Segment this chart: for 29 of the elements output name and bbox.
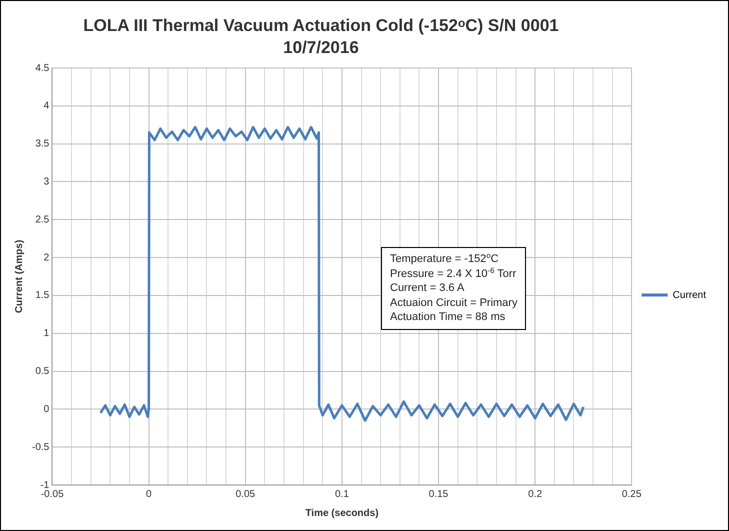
- y-axis-title: Current (Amps): [14, 240, 25, 314]
- annotation: Actuation Time = 88 ms: [390, 311, 506, 323]
- x-tick-label: 0.25: [622, 488, 642, 500]
- x-tick-label: -0.05: [40, 488, 64, 500]
- y-tick-label: 2: [44, 252, 50, 264]
- x-axis-title: Time (seconds): [305, 508, 379, 519]
- x-tick-label: 0.2: [528, 488, 542, 500]
- x-tick-label: 0: [146, 488, 152, 500]
- y-tick-label: 0.5: [35, 366, 50, 378]
- y-tick-label: 3: [44, 176, 50, 188]
- x-tick-label: 0.1: [334, 488, 350, 500]
- y-tick-label: 0: [44, 404, 50, 415]
- chart-title: LOLA III Thermal Vacuum Actuation Cold (-152$^{o}$C) S/N 0001: [83, 16, 559, 35]
- x-tick-label: 0.05: [236, 488, 256, 500]
- annotation: Current = 3.6 A: [390, 282, 464, 294]
- y-tick-label: 1: [44, 328, 50, 340]
- annotation: Temperature = -152$^{o}$C: [390, 251, 499, 265]
- legend-label: Current: [672, 290, 706, 301]
- x-tick-label: 0.15: [428, 488, 449, 500]
- y-tick-label: 4: [44, 100, 50, 112]
- y-tick-label: -0.5: [32, 442, 50, 453]
- y-tick-label: -1: [40, 480, 50, 491]
- y-tick-label: 1.5: [35, 290, 50, 302]
- chart-subtitle: 10/7/2016: [283, 38, 359, 57]
- annotation: Actuaion Circuit = Primary: [390, 296, 518, 308]
- y-tick-label: 2.5: [35, 214, 50, 226]
- annotation: Pressure = 2.4 X 10$^{-6}$ Torr: [390, 266, 516, 280]
- y-tick-label: 4.5: [35, 62, 50, 74]
- y-tick-label: 3.5: [35, 138, 50, 150]
